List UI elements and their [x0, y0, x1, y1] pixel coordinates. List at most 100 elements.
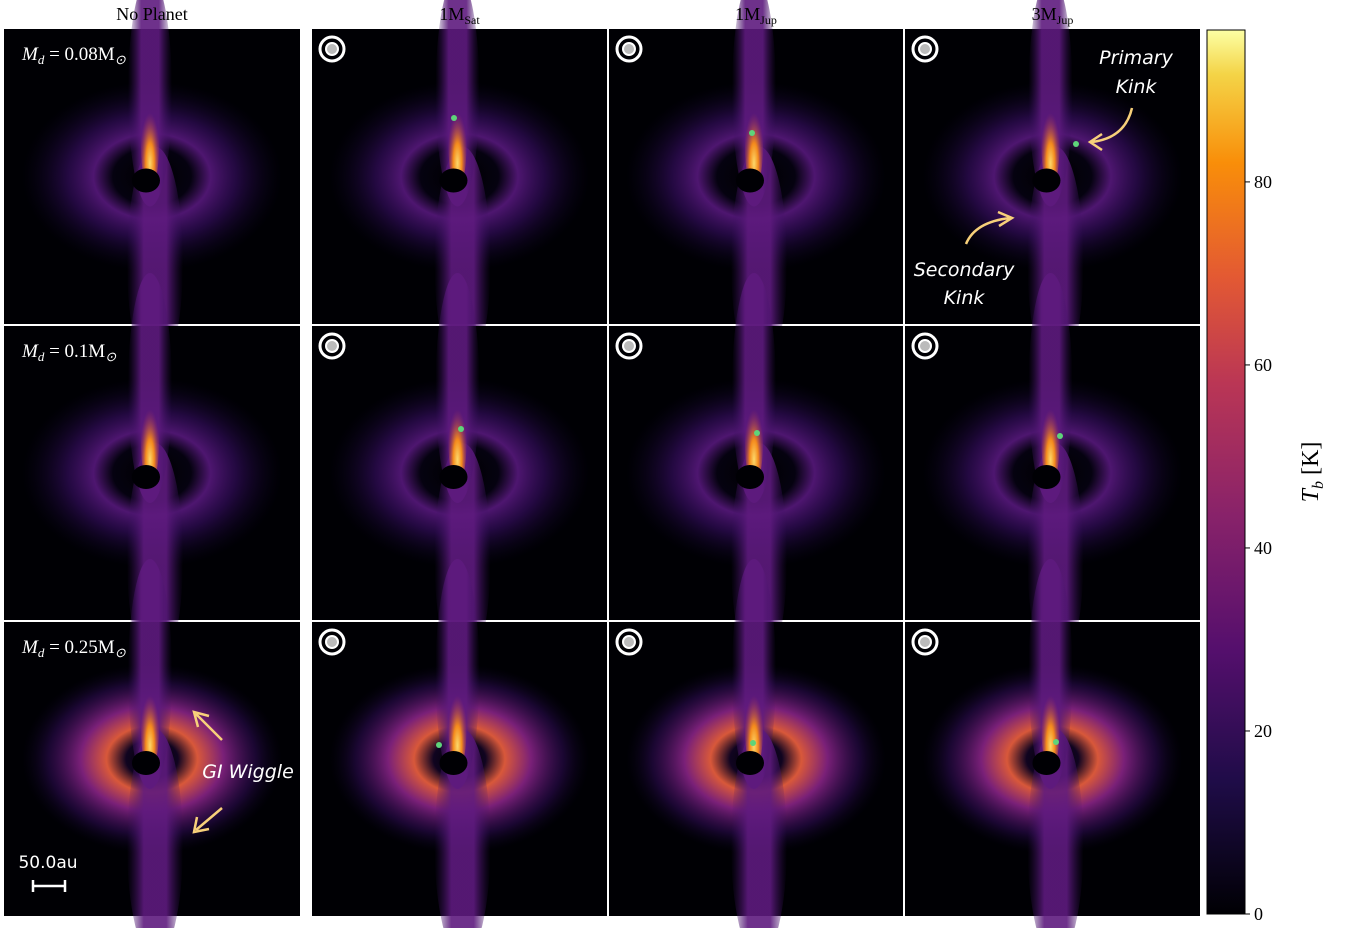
- colorbar-tick-label: 0: [1254, 904, 1263, 924]
- panel: [905, 559, 1200, 928]
- text-part: 1M: [735, 4, 760, 24]
- icon: [325, 339, 339, 353]
- colorbar-tick-label: 80: [1254, 172, 1272, 192]
- planet-marker: [1057, 433, 1063, 439]
- text-part: = 0.08M: [44, 44, 114, 65]
- outflow-upper: [128, 273, 172, 503]
- disk-hole: [1032, 168, 1061, 193]
- column-title: 1MSat: [439, 4, 480, 27]
- scale-label: 50.0au: [18, 853, 77, 873]
- disk-hole: [736, 751, 764, 775]
- outflow-core: [141, 104, 159, 189]
- icon: [615, 628, 643, 656]
- panel: [4, 0, 300, 377]
- disk-hole: [736, 168, 764, 193]
- panel: [905, 273, 1200, 673]
- text-part: d: [38, 52, 45, 67]
- outflow-core: [745, 687, 763, 771]
- annotation: GI Wiggle: [202, 761, 294, 783]
- outflow-core: [745, 104, 763, 189]
- icon: [318, 35, 346, 63]
- outflow-core: [1041, 401, 1060, 485]
- disk-hole: [736, 465, 764, 489]
- disk-hole: [132, 465, 160, 489]
- outflow-upper: [435, 559, 480, 789]
- outflow-core: [1041, 104, 1060, 189]
- disk-hole: [132, 751, 160, 775]
- planet-marker: [749, 130, 755, 136]
- planet-marker: [750, 740, 756, 746]
- icon: [325, 635, 339, 649]
- outflow-core: [141, 687, 159, 771]
- outflow-upper: [732, 0, 776, 207]
- text-part: ⊙: [105, 349, 116, 364]
- scale-bar: [31, 880, 67, 892]
- row-label: Md = 0.08M⊙: [21, 44, 126, 67]
- row-label: Md = 0.25M⊙: [21, 637, 126, 660]
- icon: [318, 332, 346, 360]
- panel: [4, 559, 300, 928]
- icon: [318, 628, 346, 656]
- colorbar-tick-label: 20: [1254, 721, 1272, 741]
- column-title: No Planet: [116, 4, 188, 24]
- planet-marker: [458, 426, 464, 432]
- outflow-upper: [128, 559, 172, 789]
- text-part: Sat: [464, 13, 480, 27]
- text-part: d: [38, 349, 45, 364]
- outflow-upper: [1028, 273, 1073, 503]
- outflow-core: [448, 401, 467, 485]
- disk-hole: [439, 465, 468, 489]
- outflow-core: [1041, 687, 1060, 771]
- text-part: b: [1310, 481, 1327, 489]
- icon: [918, 42, 932, 56]
- outflow-upper: [1028, 0, 1073, 207]
- icon: [622, 42, 636, 56]
- outflow-upper: [435, 0, 480, 207]
- icon: [911, 35, 939, 63]
- annotation: Primary: [1099, 47, 1174, 69]
- text-part: 1M: [439, 4, 464, 24]
- planet-marker: [436, 742, 442, 748]
- planet-marker: [1053, 739, 1059, 745]
- planet-marker: [451, 115, 457, 121]
- annotation: Kink: [944, 287, 986, 309]
- text-part: ⊙: [115, 645, 126, 660]
- disk-hole: [439, 751, 468, 775]
- column-title: 3MJup: [1032, 4, 1074, 27]
- text-part: d: [38, 645, 45, 660]
- disk-hole: [1032, 751, 1061, 775]
- row-label: Md = 0.1M⊙: [21, 341, 116, 364]
- icon: [622, 635, 636, 649]
- arrow: [1087, 107, 1134, 152]
- colorbar-tick-label: 40: [1254, 538, 1272, 558]
- text-part: M: [21, 637, 39, 658]
- text-part: No Planet: [116, 4, 188, 24]
- colorbar: [1206, 29, 1246, 915]
- outflow-upper: [1028, 559, 1073, 789]
- text-part: ⊙: [115, 52, 126, 67]
- disk-hole: [132, 168, 160, 193]
- panel: [4, 273, 300, 673]
- icon: [615, 332, 643, 360]
- outflow-upper: [732, 559, 776, 789]
- disk-hole: [439, 168, 468, 193]
- annotation: Secondary: [914, 259, 1015, 281]
- text-part: = 0.25M: [44, 637, 114, 658]
- text-part: Jup: [1057, 13, 1074, 27]
- outflow-upper: [435, 273, 480, 503]
- icon: [918, 339, 932, 353]
- text-part: 3M: [1032, 4, 1057, 24]
- outflow-core: [448, 687, 467, 771]
- text-part: M: [21, 44, 39, 65]
- panel: [609, 559, 903, 928]
- colorbar-label: Tb [K]: [1298, 442, 1327, 503]
- annotation: Kink: [1116, 76, 1158, 98]
- arrow: [964, 210, 1015, 245]
- planet-marker: [754, 430, 760, 436]
- outflow-core: [141, 401, 159, 485]
- outflow-core: [448, 104, 467, 189]
- outflow-upper: [128, 0, 172, 207]
- column-title: 1MJup: [735, 4, 777, 27]
- outflow-upper: [732, 273, 776, 503]
